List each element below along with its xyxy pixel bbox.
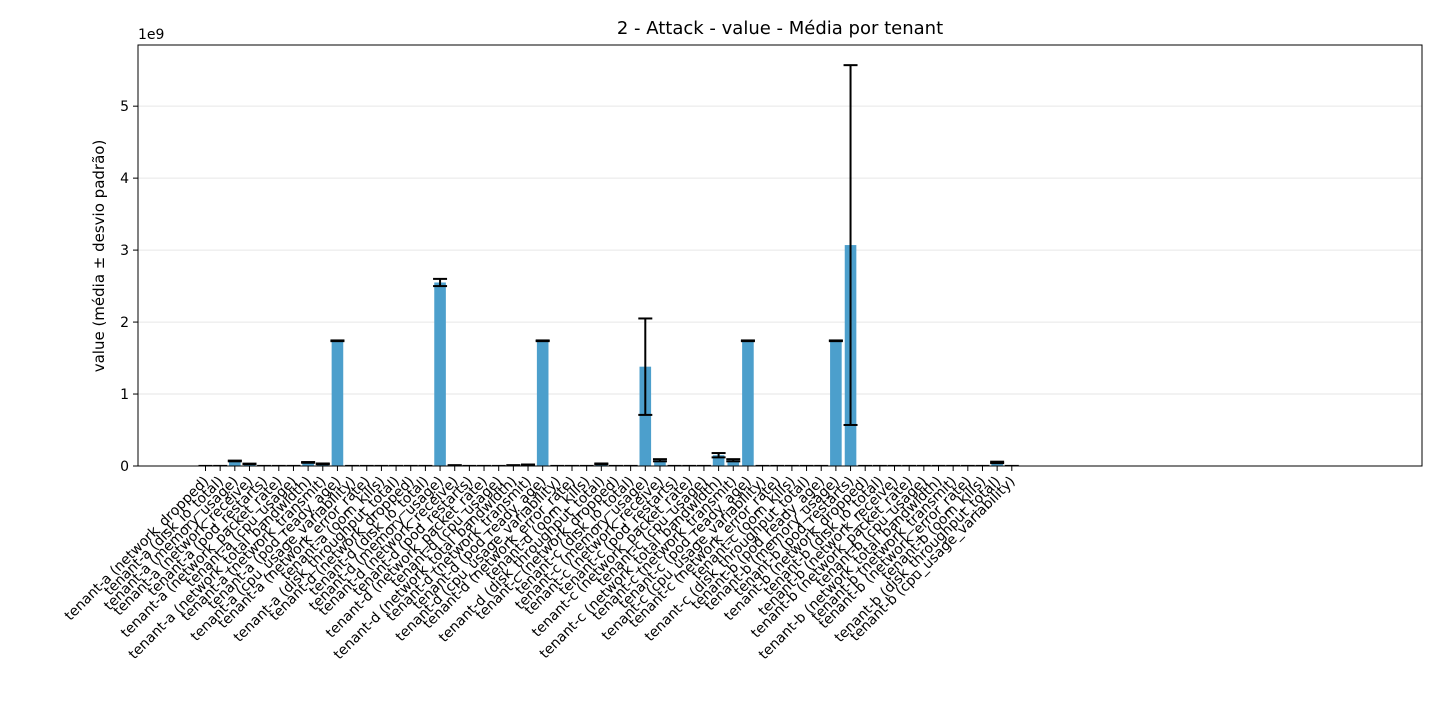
bar: [229, 460, 241, 466]
bar: [991, 462, 1003, 466]
y-tick-label: 2: [120, 315, 129, 331]
bar: [331, 340, 344, 466]
error-bars-group: [198, 64, 1019, 467]
grid-lines: [138, 105, 1422, 395]
plot-frame: [137, 44, 1423, 467]
y-tick-label: 0: [120, 459, 129, 475]
bars-group: [229, 245, 1003, 466]
y-tick-label: 5: [120, 99, 129, 115]
y-tick-label: 4: [120, 171, 129, 187]
bar: [712, 455, 725, 466]
bar: [302, 462, 314, 466]
bar: [654, 460, 666, 466]
x-axis-ticks: tenant-a (network_dropped)tenant-a (disk…: [62, 466, 1019, 663]
chart-title: 2 - Attack - value - Média por tenant: [617, 18, 943, 39]
y-axis-offset-label: 1e9: [138, 27, 164, 43]
y-axis-label: value (média ± desvio padrão): [90, 140, 108, 373]
bar: [830, 340, 842, 466]
bar: [434, 282, 446, 466]
bar: [536, 340, 549, 466]
bar: [742, 340, 754, 466]
y-axis-ticks: 0 1 2 3 4 5: [120, 99, 138, 475]
y-tick-label: 3: [120, 243, 129, 259]
y-tick-label: 1: [120, 387, 129, 403]
bar: [639, 366, 652, 466]
bar: [727, 460, 740, 466]
